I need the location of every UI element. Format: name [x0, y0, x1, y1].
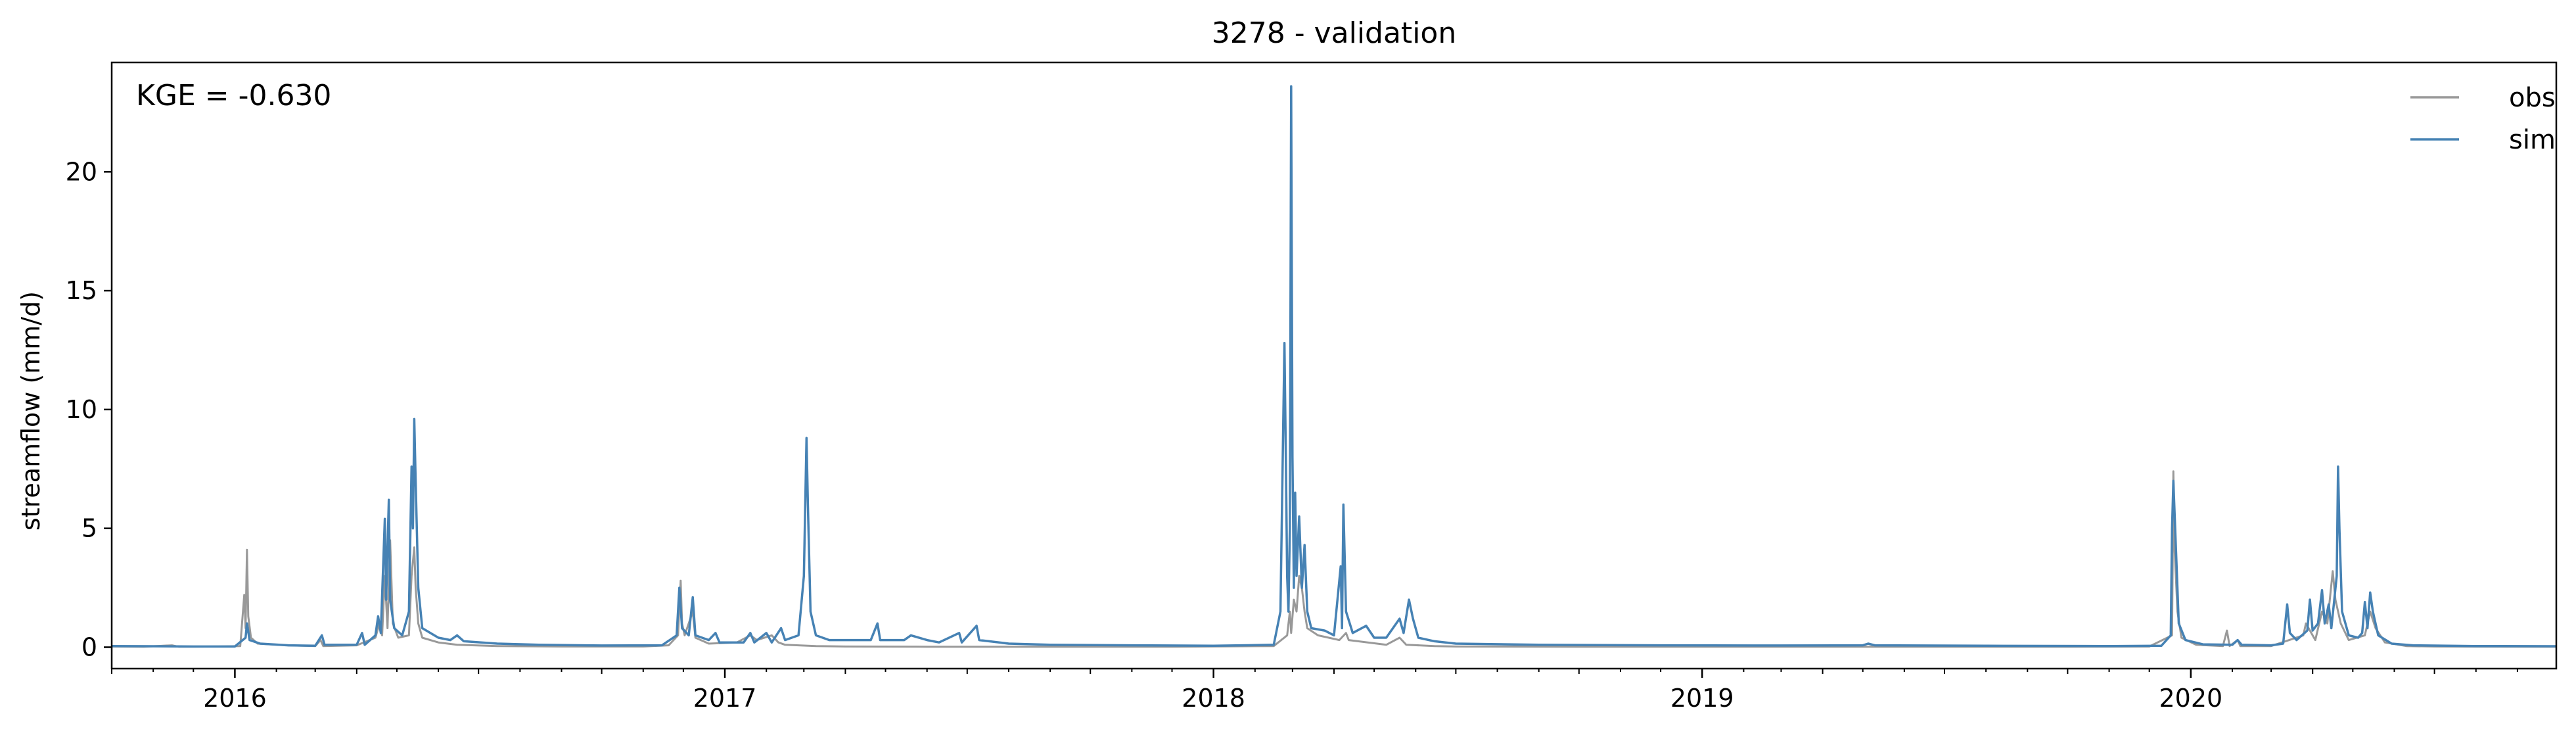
x-axis-ticks: 2016 2017 2018 2019 2020 — [111, 669, 2518, 713]
x-tick-label: 2017 — [693, 684, 757, 713]
kge-annotation: KGE = -0.630 — [136, 79, 331, 112]
plot-area — [111, 85, 2557, 648]
chart-title: 3278 - validation — [1212, 16, 1456, 50]
y-tick-label: 20 — [66, 157, 97, 186]
x-tick-label: 2016 — [203, 684, 267, 713]
legend-obs-label: obs — [2509, 83, 2556, 113]
y-tick-label: 10 — [66, 395, 97, 424]
y-tick-label: 5 — [81, 514, 97, 543]
y-tick-label: 0 — [81, 632, 97, 661]
legend: obs sim — [2410, 83, 2556, 155]
legend-sim-label: sim — [2509, 125, 2556, 155]
y-axis-ticks: 0 5 10 15 20 — [66, 157, 112, 661]
x-tick-label: 2018 — [1182, 684, 1245, 713]
y-tick-label: 15 — [66, 276, 97, 305]
sim-line — [111, 85, 2557, 648]
sim-series — [111, 85, 2557, 648]
x-tick-label: 2019 — [1670, 684, 1734, 713]
y-axis-label: streamflow (mm/d) — [16, 291, 45, 531]
x-tick-label: 2020 — [2159, 684, 2222, 713]
